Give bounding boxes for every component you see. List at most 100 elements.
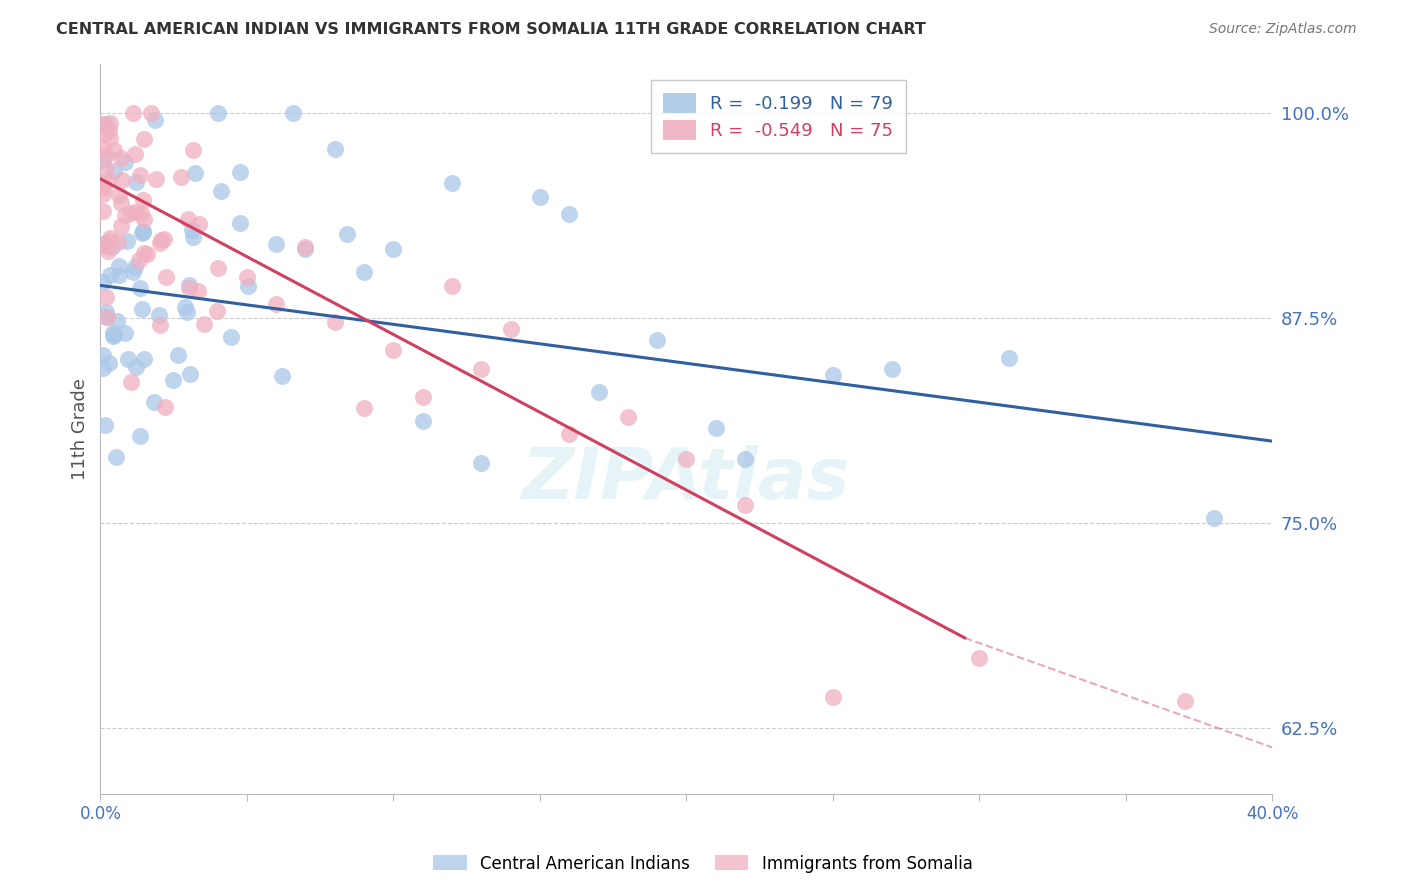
Point [558, 207, 581, 221]
Point [880, 361, 903, 376]
Point [103, 163, 125, 178]
Point [98, 116, 121, 130]
Point [821, 368, 844, 383]
Y-axis label: 11th Grade: 11th Grade [72, 378, 89, 480]
Point [617, 409, 640, 424]
Point [128, 168, 150, 182]
Point [181, 143, 204, 157]
Point [236, 278, 259, 293]
Point [207, 106, 229, 120]
Point [91, 141, 114, 155]
Point [264, 237, 287, 252]
Point [101, 240, 124, 254]
Point [91, 348, 114, 362]
Point [209, 185, 232, 199]
Point [124, 147, 146, 161]
Point [281, 106, 304, 120]
Point [193, 317, 215, 331]
Point [93, 127, 115, 141]
Point [353, 401, 375, 415]
Point [149, 233, 172, 247]
Point [105, 313, 128, 327]
Point [108, 268, 131, 282]
Point [114, 326, 136, 340]
Point [236, 270, 259, 285]
Point [136, 246, 159, 260]
Point [143, 395, 166, 409]
Point [124, 260, 146, 274]
Point [440, 177, 463, 191]
Point [412, 390, 434, 404]
Point [412, 414, 434, 428]
Point [100, 231, 122, 245]
Point [134, 246, 156, 260]
Point [97, 244, 120, 259]
Point [98, 268, 121, 282]
Point [470, 362, 492, 376]
Point [174, 300, 197, 314]
Point [264, 297, 287, 311]
Point [184, 166, 207, 180]
Point [353, 265, 375, 279]
Point [125, 359, 148, 374]
Point [110, 196, 132, 211]
Point [107, 235, 129, 249]
Point [162, 373, 184, 387]
Point [131, 193, 153, 207]
Point [98, 123, 121, 137]
Point [93, 180, 115, 194]
Point [91, 203, 114, 218]
Text: Source: ZipAtlas.com: Source: ZipAtlas.com [1209, 22, 1357, 37]
Point [470, 456, 492, 470]
Point [588, 385, 610, 400]
Point [91, 360, 114, 375]
Point [323, 143, 346, 157]
Point [96, 239, 118, 253]
Point [98, 131, 121, 145]
Point [124, 205, 146, 219]
Point [94, 310, 117, 325]
Point [101, 326, 124, 340]
Point [110, 151, 132, 165]
Point [382, 242, 405, 256]
Point [558, 427, 581, 442]
Point [117, 351, 139, 366]
Point [132, 132, 155, 146]
Point [97, 173, 120, 187]
Point [96, 290, 118, 304]
Point [97, 356, 120, 370]
Point [94, 161, 117, 176]
Point [114, 155, 136, 169]
Point [120, 205, 142, 219]
Point [134, 352, 156, 367]
Point [94, 148, 117, 162]
Point [131, 226, 153, 240]
Point [229, 165, 252, 179]
Legend: Central American Indians, Immigrants from Somalia: Central American Indians, Immigrants fro… [427, 848, 979, 880]
Point [997, 351, 1019, 366]
Point [122, 265, 145, 279]
Point [104, 450, 127, 464]
Point [294, 240, 316, 254]
Point [219, 330, 242, 344]
Point [91, 237, 114, 252]
Point [91, 187, 114, 202]
Point [108, 188, 131, 202]
Point [103, 328, 125, 343]
Point [111, 172, 134, 186]
Point [969, 651, 991, 665]
Point [271, 368, 294, 383]
Point [149, 235, 172, 250]
Point [131, 301, 153, 316]
Point [149, 318, 172, 333]
Point [1202, 511, 1225, 525]
Point [124, 175, 146, 189]
Point [134, 212, 156, 227]
Point [94, 117, 117, 131]
Point [91, 117, 114, 131]
Point [91, 153, 114, 167]
Point [132, 225, 155, 239]
Point [114, 208, 136, 222]
Point [155, 269, 177, 284]
Point [96, 310, 118, 324]
